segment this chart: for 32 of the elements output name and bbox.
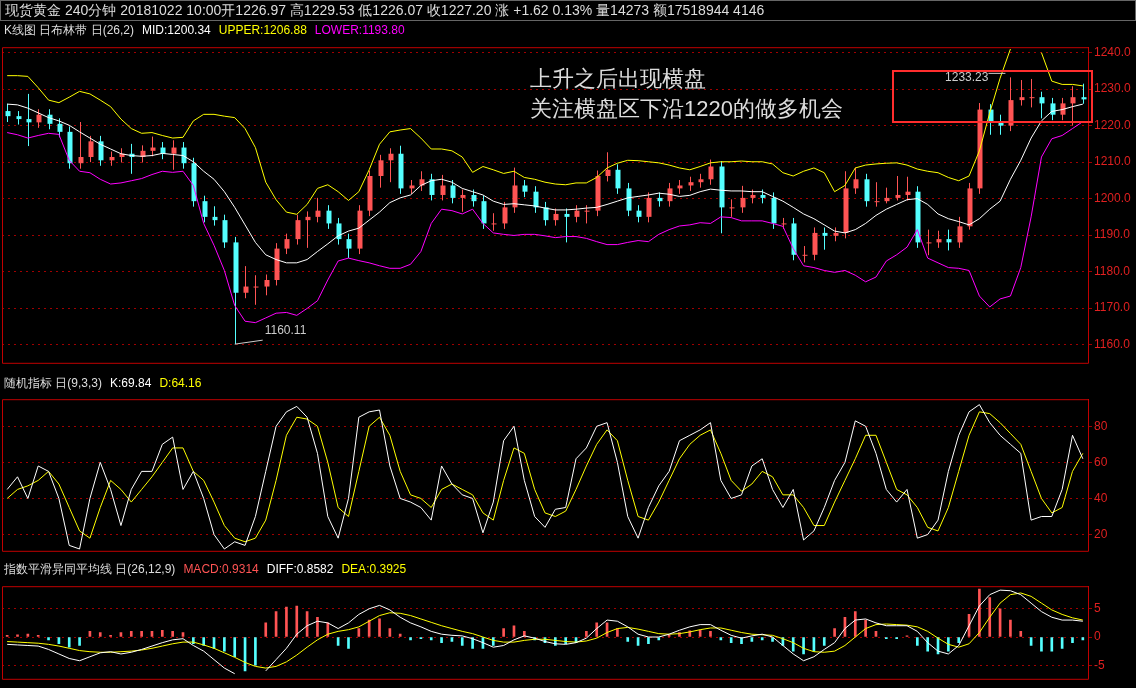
text: K:69.84	[110, 375, 152, 390]
legend-title: K线图 日布林带 日(26,2)	[4, 22, 135, 38]
text: UPPER:1206.88	[218, 22, 307, 38]
text: DIFF:0.8582	[266, 561, 334, 577]
chart-title: 现货黄金 240分钟 20181022 10:00开1226.97 高1229.53 低1226.07 收1227.20 涨 +1.62 0.13% 量14273 额17518944 4146	[0, 0, 1136, 21]
y-tick-label: 1160.0	[1094, 336, 1131, 351]
y-tick-label: 1230.0	[1094, 81, 1132, 96]
text: MID:1200.34	[142, 22, 211, 38]
text: D:64.16	[159, 375, 202, 390]
text: MACD:0.9314	[183, 561, 259, 577]
y-tick-label: 1210.0	[1094, 154, 1132, 169]
y-tick-label: -5	[1094, 657, 1105, 672]
y-tick-label: 80	[1094, 418, 1108, 433]
annotation: 上升之后出现横盘	[530, 65, 707, 93]
legend-title: 指数平滑异同平均线 日(26,12,9)	[4, 561, 176, 577]
y-tick-label: 1180.0	[1094, 263, 1131, 278]
y-tick-label: 20	[1094, 526, 1108, 541]
annotation: 1233.23	[945, 70, 989, 85]
annotation: 关注横盘区下沿1220的做多机会	[530, 95, 843, 123]
annotation: 1160.11	[264, 323, 307, 338]
y-tick-label: 40	[1094, 490, 1108, 505]
y-tick-label: 60	[1094, 454, 1108, 469]
y-tick-label: 1220.0	[1094, 117, 1132, 132]
y-tick-label: 0	[1094, 629, 1101, 644]
legend-title: 随机指标 日(9,3,3)	[4, 375, 103, 390]
y-tick-label: 1170.0	[1094, 300, 1131, 315]
y-tick-label: 1190.0	[1094, 227, 1131, 242]
y-tick-label: 5	[1094, 601, 1101, 616]
y-tick-label: 1200.0	[1094, 190, 1132, 205]
text: LOWER:1193.80	[314, 22, 405, 38]
text: DEA:0.3925	[341, 561, 407, 577]
y-tick-label: 1240.0	[1094, 44, 1132, 59]
